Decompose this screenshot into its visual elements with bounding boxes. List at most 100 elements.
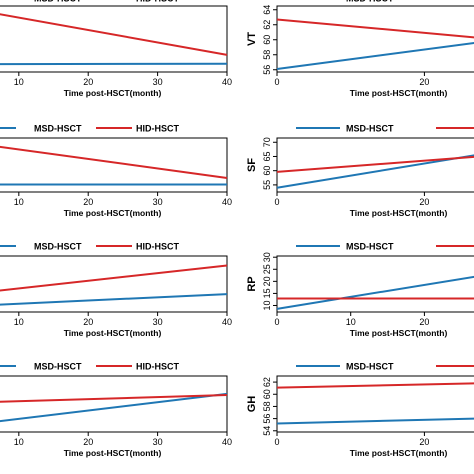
y-axis-label: SF xyxy=(246,158,258,172)
x-tick-label: 40 xyxy=(222,317,232,327)
x-tick-label: 40 xyxy=(222,77,232,87)
x-tick-label: 10 xyxy=(14,197,24,207)
legend-label: MSD-HSCT xyxy=(346,242,394,252)
legend-label: HID-HSCT xyxy=(136,362,179,372)
x-tick-label: 40 xyxy=(222,437,232,447)
series-line-msd-hsct xyxy=(0,392,228,423)
y-tick-label: 65 xyxy=(262,151,272,161)
legend-label: MSD-HSCT xyxy=(34,124,82,134)
x-tick-label: 0 xyxy=(274,437,279,447)
series-line-hid-hsct xyxy=(0,13,228,56)
series-line-hid-hsct xyxy=(276,382,474,389)
series-line-msd-hsct xyxy=(276,154,474,189)
series-line-msd-hsct xyxy=(276,275,474,310)
x-tick-label: 10 xyxy=(14,317,24,327)
panel-left-3: 10 20 30 40 Time post-HSCT(month) MSD-HSCT HID… xyxy=(0,242,232,338)
legend-label: MSD-HSCT xyxy=(346,0,394,4)
x-axis-label: Time post-HSCT(month) xyxy=(64,448,162,458)
plot-frame xyxy=(0,255,228,313)
y-tick-label: 60 xyxy=(262,389,272,399)
y-tick-label: 15 xyxy=(262,288,272,298)
y-tick-label: 64 xyxy=(262,5,272,15)
legend: MSD-HSCT xyxy=(296,242,474,252)
legend: MSD-HSCT HID-HSCT xyxy=(0,362,179,372)
x-axis-label: Time post-HSCT(month) xyxy=(350,328,448,338)
plot-frame xyxy=(0,5,228,73)
legend: MSD-HSCT xyxy=(296,124,474,134)
legend: MSD-HSCT HID-HSCT xyxy=(0,242,179,252)
y-tick-label: 55 xyxy=(262,180,272,190)
y-tick-label: 54 xyxy=(262,426,272,436)
x-tick-label: 10 xyxy=(346,317,356,327)
legend: MSD-HSCT HID-HSCT xyxy=(34,0,179,4)
y-tick-label: 58 xyxy=(262,50,272,60)
x-axis-label: Time post-HSCT(month) xyxy=(350,448,448,458)
x-tick-label: 30 xyxy=(153,77,163,87)
series-line-msd-hsct xyxy=(276,42,474,70)
y-axis-label: RP xyxy=(246,276,258,291)
x-tick-label: 0 xyxy=(274,317,279,327)
y-tick-label: 60 xyxy=(262,35,272,45)
series-line-msd-hsct xyxy=(0,293,228,306)
y-tick-label: 56 xyxy=(262,414,272,424)
y-axis-label: VT xyxy=(246,32,258,46)
y-tick-label: 62 xyxy=(262,377,272,387)
y-tick-label: 56 xyxy=(262,65,272,75)
series-line-msd-hsct xyxy=(276,417,474,425)
x-axis-label: Time post-HSCT(month) xyxy=(350,88,448,98)
series-line-hid-hsct xyxy=(0,145,228,179)
legend: MSD-HSCT xyxy=(346,0,394,4)
panel-vt: 020405658606264VTTime post-HSCT(month)MS… xyxy=(246,0,474,98)
x-tick-label: 0 xyxy=(274,197,279,207)
x-tick-label: 20 xyxy=(419,197,429,207)
plot-frame xyxy=(0,137,228,193)
plot-frame xyxy=(0,375,228,433)
y-tick-label: 58 xyxy=(262,401,272,411)
x-axis-label: Time post-HSCT(month) xyxy=(64,88,162,98)
x-tick-label: 20 xyxy=(83,197,93,207)
panel-left-4: 10 20 30 40 Time post-HSCT(month) MSD-HSCT HID… xyxy=(0,362,232,458)
x-tick-label: 20 xyxy=(83,317,93,327)
y-tick-label: 20 xyxy=(262,276,272,286)
legend-label: HID-HSCT xyxy=(136,242,179,252)
legend-label: MSD-HSCT xyxy=(34,362,82,372)
x-tick-label: 30 xyxy=(153,317,163,327)
x-tick-label: 20 xyxy=(419,317,429,327)
x-axis-label: Time post-HSCT(month) xyxy=(64,328,162,338)
series-line-hid-hsct xyxy=(276,155,474,173)
y-tick-label: 60 xyxy=(262,166,272,176)
plot-frame xyxy=(276,255,474,313)
x-tick-label: 20 xyxy=(83,77,93,87)
x-tick-label: 10 xyxy=(14,437,24,447)
series-line-hid-hsct xyxy=(0,264,228,292)
legend-label: HID-HSCT xyxy=(136,0,179,4)
plot-frame xyxy=(276,375,474,433)
y-tick-label: 70 xyxy=(262,137,272,147)
series-line-hid-hsct xyxy=(276,18,474,39)
x-tick-label: 20 xyxy=(419,437,429,447)
series-line-hid-hsct xyxy=(0,394,228,403)
panel-gh: 0 20 54 56 58 60 62 GH Time post-HSCT(month) MSD-… xyxy=(246,362,474,458)
x-tick-label: 40 xyxy=(222,197,232,207)
legend-label: MSD-HSCT xyxy=(34,242,82,252)
legend-label: MSD-HSCT xyxy=(346,124,394,134)
y-tick-label: 25 xyxy=(262,264,272,274)
x-tick-label: 20 xyxy=(419,77,429,87)
y-tick-label: 62 xyxy=(262,20,272,30)
panel-left-1: 10 20 30 40 Time post-HSCT(month) MSD-HSCT HID… xyxy=(0,0,232,98)
y-tick-label: 30 xyxy=(262,252,272,262)
x-tick-label: 10 xyxy=(14,77,24,87)
x-tick-label: 30 xyxy=(153,197,163,207)
x-axis-label: Time post-HSCT(month) xyxy=(64,208,162,218)
x-tick-label: 20 xyxy=(83,437,93,447)
panel-sf: 0204055606570SFTime post-HSCT(month)MSD-… xyxy=(246,124,474,218)
legend: MSD-HSCT xyxy=(296,362,474,372)
x-tick-label: 0 xyxy=(274,77,279,87)
legend-label: MSD-HSCT xyxy=(34,0,82,4)
plot-frame xyxy=(276,137,474,193)
x-tick-label: 30 xyxy=(153,437,163,447)
x-axis-label: Time post-HSCT(month) xyxy=(350,208,448,218)
panel-left-2: 10 20 30 40 Time post-HSCT(month) MSD-HSCT HID… xyxy=(0,124,232,218)
